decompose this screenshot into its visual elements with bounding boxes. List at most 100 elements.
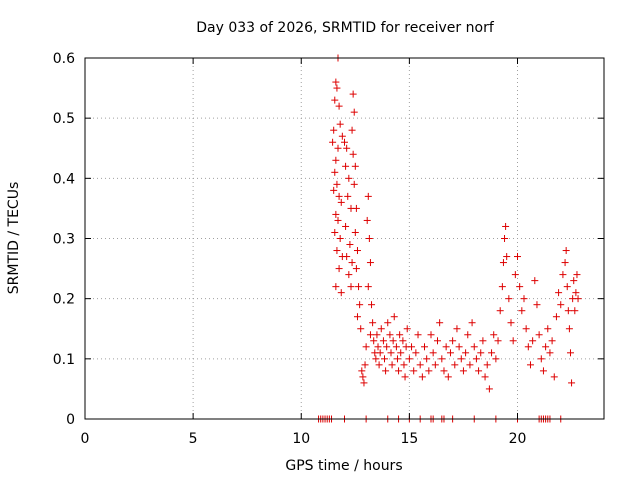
data-point	[355, 283, 363, 291]
data-point	[516, 283, 524, 291]
data-point	[475, 367, 483, 375]
data-point	[351, 162, 359, 170]
data-point	[337, 198, 345, 206]
y-tick-label: 0.4	[53, 171, 75, 187]
data-point	[453, 325, 461, 333]
y-tick-label: 0.3	[53, 232, 75, 248]
data-point	[387, 349, 395, 357]
data-point	[535, 331, 543, 339]
data-point	[501, 235, 509, 242]
y-tick-label: 0.6	[53, 51, 75, 67]
y-tick-label: 0.1	[53, 352, 75, 368]
tick-labels: 0 5 10 15 20 0 0.1 0.2 0.3 0.4 0.5 0.6	[53, 51, 527, 447]
data-point	[351, 228, 359, 236]
data-point	[418, 373, 426, 381]
data-point	[375, 361, 383, 369]
data-point	[429, 349, 437, 357]
data-point	[559, 271, 567, 279]
data-point	[399, 337, 407, 345]
data-point	[377, 325, 385, 333]
data-point	[384, 319, 392, 327]
data-point	[462, 349, 470, 357]
data-point	[403, 325, 411, 333]
data-point	[509, 337, 517, 345]
data-point	[431, 361, 439, 369]
data-point	[477, 349, 485, 357]
y-tick-label: 0.2	[53, 292, 75, 308]
data-point	[335, 192, 343, 200]
axis-ticks	[84, 57, 604, 420]
data-point	[526, 361, 534, 369]
data-point	[449, 337, 457, 345]
data-point	[401, 373, 409, 381]
data-point	[546, 349, 554, 357]
data-point	[350, 180, 358, 188]
data-point	[483, 361, 491, 369]
data-point	[332, 210, 340, 218]
data-point	[364, 192, 372, 200]
data-point	[400, 361, 408, 369]
data-point	[336, 235, 344, 242]
grid	[85, 58, 604, 419]
data-point	[498, 283, 506, 291]
data-point	[353, 313, 361, 321]
data-point	[499, 259, 507, 267]
data-point	[502, 222, 510, 230]
data-point	[425, 367, 433, 375]
data-point	[331, 96, 339, 104]
data-point	[332, 78, 340, 86]
data-point	[338, 132, 346, 140]
data-point	[573, 271, 581, 279]
data-point	[331, 228, 339, 236]
data-point	[373, 331, 381, 339]
data-point	[531, 277, 539, 285]
data-point	[363, 216, 371, 224]
data-point	[505, 295, 513, 303]
data-point	[356, 301, 364, 309]
data-point	[393, 355, 401, 363]
data-point	[382, 367, 390, 375]
data-point	[366, 331, 374, 339]
data-point	[446, 349, 454, 357]
data-point	[345, 271, 353, 279]
data-point	[468, 319, 476, 327]
data-point	[376, 349, 384, 357]
data-point	[466, 361, 474, 369]
data-point	[388, 361, 396, 369]
data-point	[470, 343, 478, 351]
chart-title: Day 033 of 2026, SRMTID for receiver nor…	[196, 20, 495, 36]
data-point	[346, 241, 354, 249]
x-axis-label: GPS time / hours	[285, 458, 402, 474]
data-point	[566, 349, 574, 357]
data-point	[332, 283, 340, 291]
data-point	[335, 265, 343, 273]
x-tick-label: 5	[189, 431, 198, 447]
data-point	[438, 355, 446, 363]
y-tick-label: 0	[66, 412, 75, 428]
data-point	[442, 343, 450, 351]
data-point	[488, 349, 496, 357]
data-point	[383, 343, 391, 351]
data-point	[571, 307, 579, 315]
x-tick-label: 20	[509, 431, 527, 447]
data-point	[348, 259, 356, 267]
data-point	[396, 331, 404, 339]
data-point	[334, 216, 342, 224]
data-point	[410, 367, 418, 375]
data-point	[389, 337, 397, 345]
data-point	[343, 253, 351, 261]
data-point	[503, 253, 511, 261]
data-point	[353, 247, 361, 255]
data-point	[539, 367, 547, 375]
data-point	[436, 319, 444, 327]
data-point	[479, 337, 487, 345]
data-point	[570, 277, 578, 285]
data-point	[514, 253, 521, 261]
data-point	[511, 271, 519, 279]
data-point	[370, 337, 378, 345]
data-point	[341, 138, 348, 146]
data-point	[451, 361, 459, 369]
data-point	[544, 325, 552, 333]
data-point	[481, 373, 489, 381]
data-point	[574, 295, 582, 303]
